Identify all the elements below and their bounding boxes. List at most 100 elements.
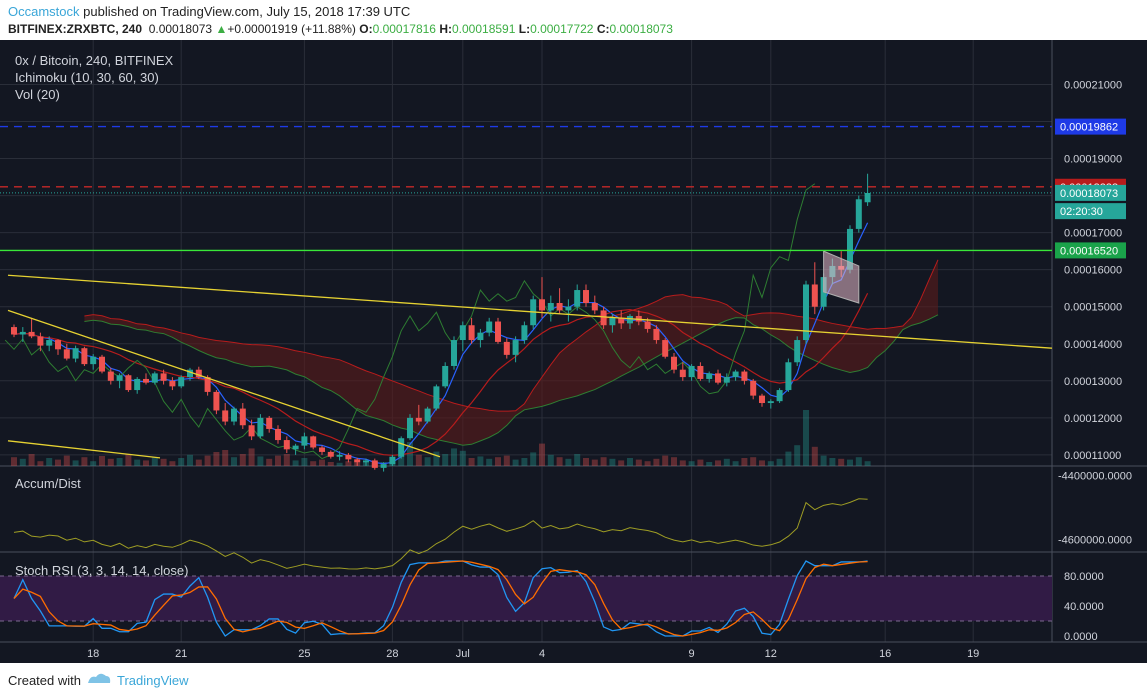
candle-body [275,428,281,441]
candle-body [319,447,325,452]
volume-bar [204,455,211,466]
candle-body [539,299,545,311]
chart-svg[interactable]: 0.00021000 0.00019000 0.00017000 0.00016000… [0,40,1147,663]
bull-flag-shape [823,250,860,304]
drawings [7,250,1053,459]
volume-bar [847,459,853,466]
close-label: C: [596,22,610,36]
volume-bar [407,442,413,466]
open-value: 0.00017816 [372,22,436,36]
volume-bar [679,460,686,466]
candle-body [151,373,158,383]
volume-bar [539,443,545,466]
candle-body [327,451,334,457]
volume-bar [644,461,651,466]
candle-body [72,348,79,359]
price-label-text: 0.00016520 [1060,245,1118,257]
volume-bar [627,458,633,466]
candle-body [143,378,149,383]
candle-body [116,375,123,381]
candle-body [239,408,246,426]
volume-bar [415,454,422,466]
candle-body [723,377,730,383]
close-value: 0.00018073 [609,22,673,36]
low-value: 0.00017722 [530,22,594,36]
candle-body [107,371,114,381]
candle-body [662,340,669,357]
volume-bar [327,462,334,466]
volume-bar [600,457,607,466]
accum-tick-label: -4400000.0000 [1058,471,1132,483]
symbol-line: BITFINEX:ZRXBTC, 240 0.00018073 ▲+0.0000… [8,22,673,36]
volume-bar [336,462,343,466]
volume-bar [609,458,616,466]
candle-body [855,199,862,229]
candle-body [389,456,396,465]
candle-body [767,401,774,404]
volume-bar [521,458,528,466]
high-label: H: [439,22,452,36]
volume-bar [820,455,827,466]
open-label: O: [359,22,373,36]
volume-bar [732,461,739,466]
candle-body [19,331,26,335]
volume-bar [662,455,669,466]
volume-bar [591,459,598,466]
volume-bar [565,458,572,466]
senkou-line [84,259,939,412]
candle-body [81,348,88,365]
volume-bar [723,458,730,466]
candle-body [583,290,589,304]
candle-body [477,332,484,341]
chart-header: Occamstock published on TradingView.com,… [0,0,1147,40]
volume-bar [239,454,246,466]
volume-bar [231,457,237,466]
volume-bar [169,461,176,466]
candle-body [459,325,466,341]
price-tick-label: 0.00014000 [1064,339,1122,351]
volume-bar [11,457,17,466]
volume-bar [116,458,123,466]
candle-body [345,454,352,460]
candle-body [609,317,616,326]
time-tick-label: 16 [879,648,891,660]
volume-bar [107,458,114,466]
candle-body [195,369,202,378]
volume-legend: Vol (20) [15,87,60,102]
cloud-fill [84,259,938,446]
price-label-box [1055,184,1126,201]
price-label-box [1055,118,1126,135]
volume-bar [283,454,290,466]
candle-body [794,340,801,363]
candle-body [46,340,53,346]
candle-body [688,365,695,378]
candle-body [565,306,572,311]
candle-body [222,410,229,422]
time-tick-label: 4 [539,648,545,660]
chart-area[interactable]: 0.00021000 0.00019000 0.00017000 0.00016000… [0,40,1147,668]
candle-body [468,325,475,341]
author-link[interactable]: Occamstock [8,4,80,19]
candle-body [618,317,625,324]
volume-bar [266,458,273,466]
volume-bar [125,454,132,466]
volume-bar [459,450,466,466]
candle-body [11,327,17,335]
candle-body [442,365,449,387]
time-tick-label: Jul [456,648,470,660]
tradingview-link[interactable]: TradingView [117,673,189,688]
volume-bar [530,452,537,466]
volume-bar [503,455,510,466]
candle-body [169,380,176,387]
candle-body [653,328,660,341]
volume-bar [556,457,563,466]
candle-body [354,459,361,463]
kijun-sen-line [13,292,869,456]
volume-bar [55,459,61,466]
candle-body [204,377,211,392]
candle-body [847,228,853,270]
candle-body [503,341,510,355]
grid-lines [0,40,1147,643]
created-with-text: Created with [8,673,81,688]
price-tick-label: 0.00021000 [1064,79,1122,91]
